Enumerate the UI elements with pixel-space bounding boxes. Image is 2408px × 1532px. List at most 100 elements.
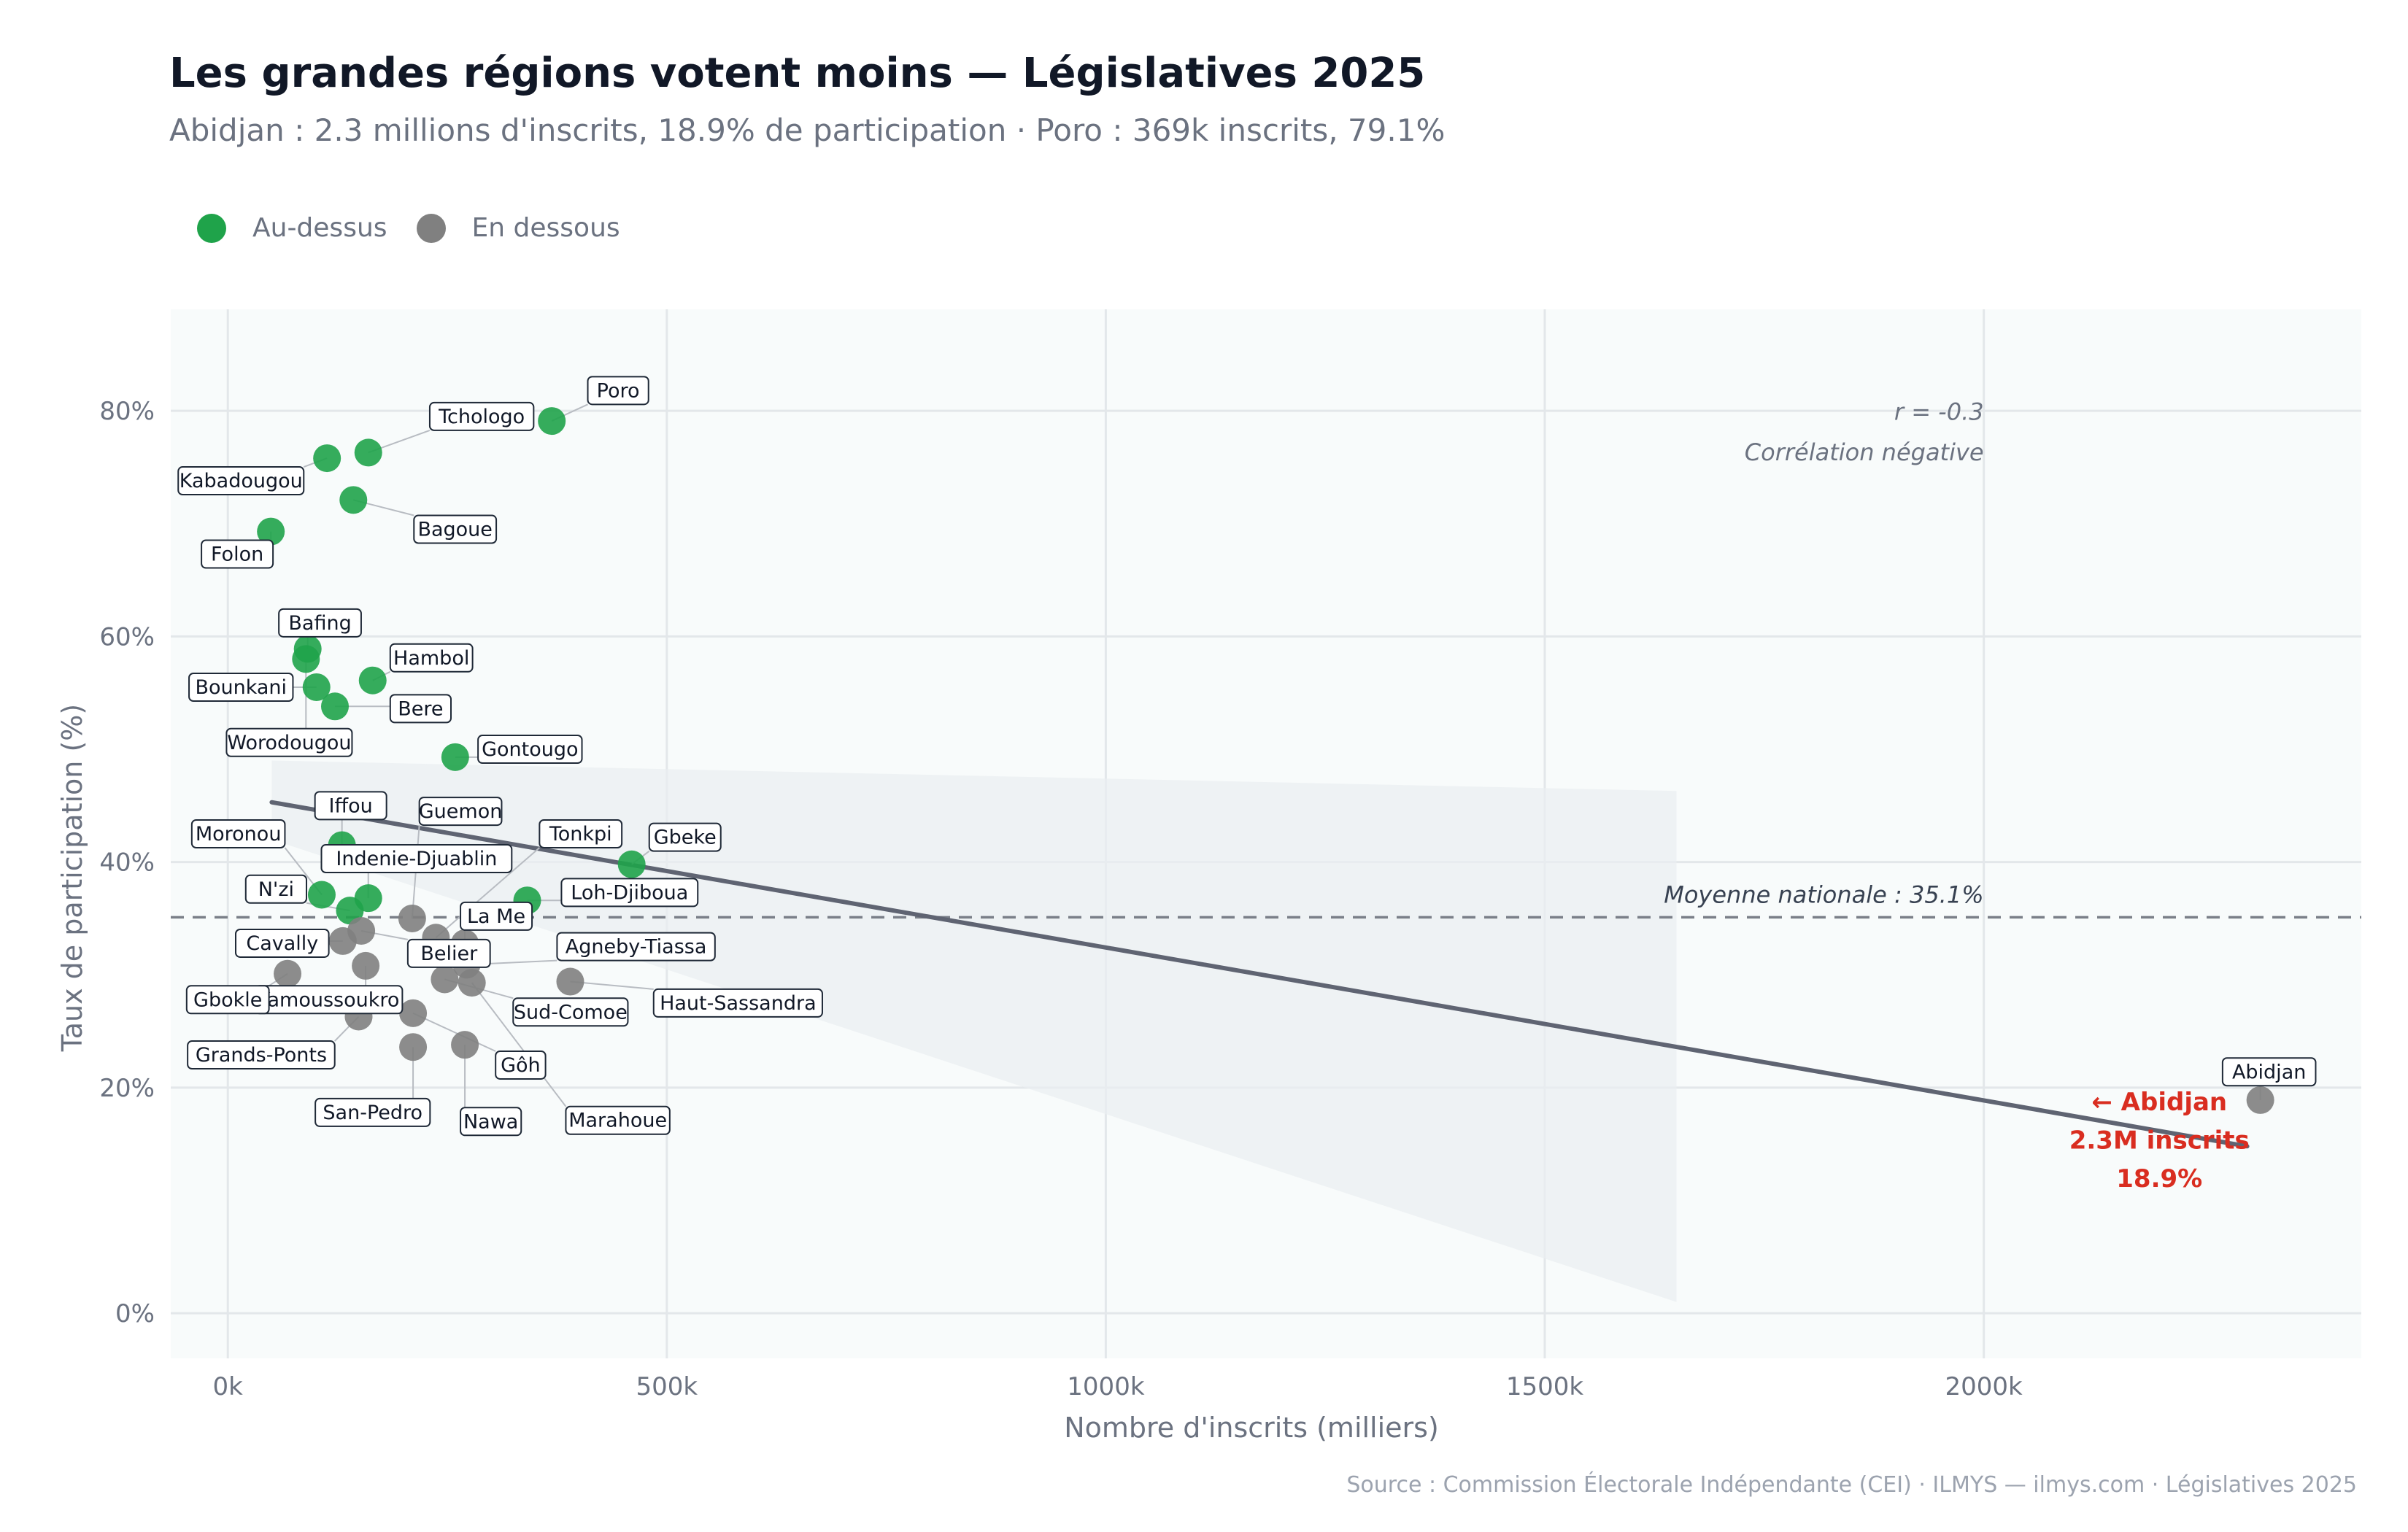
point-label: Grands-Ponts [196,1044,327,1067]
point-label-box [460,1107,522,1137]
point-label: Tonkpi [549,823,612,846]
point-label-box [177,466,305,496]
legend: Au-dessus En dessous [197,213,649,243]
y-tick-label: 40% [99,848,155,878]
point-label: Moronou [196,823,282,846]
point-label: Yamoussoukro [258,989,400,1011]
point-label: Indenie-Djuablin [336,848,497,870]
correlation-value: r = -0.3 [1894,398,1984,426]
point-label-box [652,988,823,1018]
point-label-box [512,997,629,1027]
data-point [399,1033,428,1061]
data-point [292,645,320,673]
legend-dot-below [416,213,446,243]
data-point [328,926,357,955]
point-label: La Me [467,905,525,928]
data-point [538,407,566,436]
data-point [458,969,486,997]
point-label: N'zi [258,878,294,901]
point-label-box [188,672,294,702]
point-label: Hambol [393,647,469,670]
data-point [431,965,459,994]
point-label-box [389,643,474,673]
abidjan-callout-line: 2.3M inscrits [2069,1126,2250,1155]
data-point [274,959,302,988]
data-point [617,850,646,878]
point-label: Nawa [463,1110,518,1133]
point-label: Poro [597,379,640,402]
point-label-box [314,1097,431,1127]
trend-line-layer [269,800,2250,1149]
point-label-box [389,694,452,724]
point-label-box [190,819,286,848]
data-point [352,951,380,980]
point-label-box [648,822,722,852]
point-label-box [201,539,274,569]
point-label: Belier [420,943,478,965]
data-point [358,666,387,695]
point-labels: Poro Tchologo Kabadougou Bagoue Folon Bafing W… [177,376,2317,1137]
point-label: Bere [398,697,443,720]
legend-item-below: En dessous [416,213,620,243]
point-label-box [460,901,533,931]
data-point [320,692,349,721]
point-label-box [320,844,513,874]
data-point [302,673,331,701]
abidjan-callout-line: ← Abidjan [2091,1088,2227,1117]
point-label-box [278,608,362,638]
mean-line-label: Moyenne nationale : 35.1% [1664,881,1983,908]
point-label-box [244,874,307,904]
point-label: Bafing [288,612,351,635]
legend-item-above: Au-dessus [197,213,387,243]
point-label-box [477,735,583,765]
point-label-box [413,514,498,544]
point-label: San-Pedro [323,1102,422,1124]
point-label: Haut-Sassandra [660,992,817,1015]
point-label: Tchologo [438,406,525,428]
x-tick-label: 1000k [1067,1372,1145,1401]
leader-line [570,980,654,990]
point-label: Sud-Comoe [514,1001,628,1024]
x-tick-label: 500k [636,1372,698,1401]
point-label: Loh-Djiboua [571,881,688,904]
point-label: Agneby-Tiassa [566,936,707,959]
x-axis-title: Nombre d'inscrits (milliers) [1064,1412,1439,1444]
leader-line [412,1012,496,1052]
point-label-box [495,1050,547,1080]
data-point [441,743,469,771]
point-label: Gôh [501,1054,541,1077]
point-label-box [225,727,353,757]
point-label: Folon [211,543,263,566]
point-label-box [587,376,649,406]
point-label: Gbeke [654,827,717,849]
point-label: Cavally [246,932,318,955]
point-label: Gbokle [193,989,262,1011]
data-point [336,897,364,925]
data-point [257,517,285,546]
point-label-box [560,878,699,908]
point-label-box [235,928,330,958]
data-point [354,438,382,467]
trend-line [269,800,2250,1149]
point-label-box [185,985,270,1015]
point-label-box [418,797,503,827]
point-label: Bounkani [195,676,287,699]
chart-subtitle: Abidjan : 2.3 millions d'inscrits, 18.9%… [169,112,1446,148]
data-point [307,881,336,909]
point-label: Marahoue [568,1110,667,1132]
legend-dot-above [197,213,226,243]
source-caption: Source : Commission Électorale Indépenda… [1346,1472,2357,1498]
data-point [339,486,368,514]
point-label: Iffou [329,794,373,817]
x-tick-label: 2000k [1945,1372,2023,1401]
point-label: Bagoue [417,519,492,541]
y-tick-label: 0% [115,1299,155,1328]
mean-line-layer: Moyenne nationale : 35.1% [171,881,2361,919]
y-tick-label: 20% [99,1074,155,1103]
point-label: Guemon [419,800,503,823]
y-tick-label: 60% [99,622,155,651]
point-label-box [406,938,491,968]
y-tick-label: 80% [99,397,155,426]
point-label: Gontougo [482,738,578,761]
